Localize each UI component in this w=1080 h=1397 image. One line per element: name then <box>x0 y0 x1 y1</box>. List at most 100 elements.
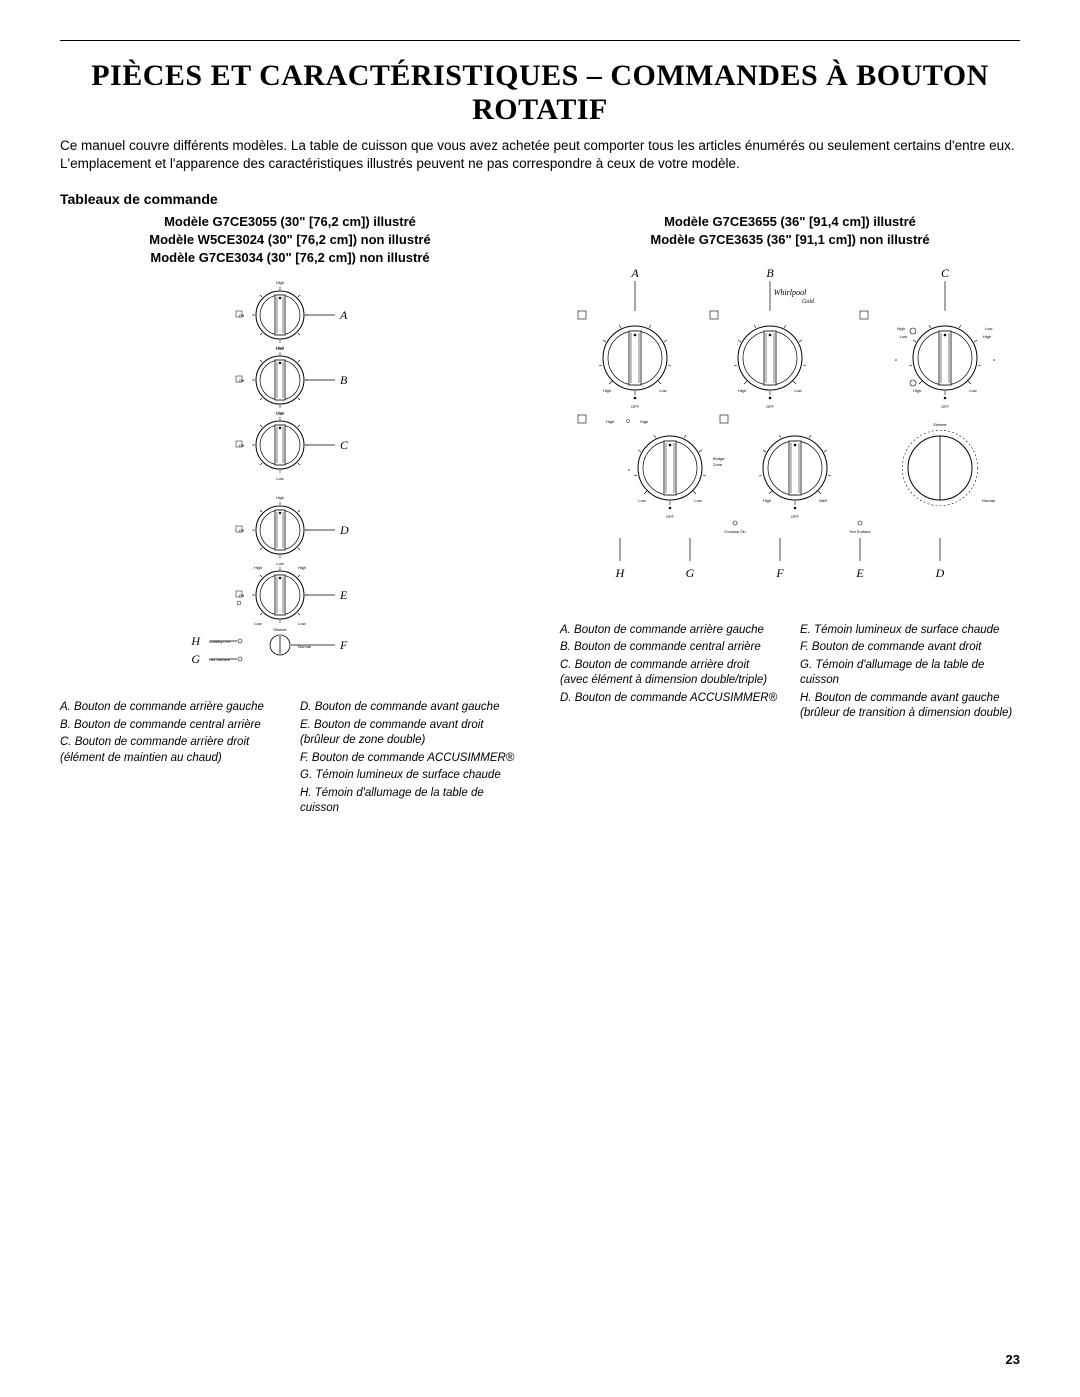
legend-subcol: A. Bouton de commande arrière gauche B. … <box>560 623 780 724</box>
svg-text:o: o <box>993 357 996 362</box>
svg-text:OFF: OFF <box>791 514 800 519</box>
svg-text:B: B <box>340 373 348 387</box>
model-line: Modèle G7CE3034 (30" [76,2 cm]) non illu… <box>60 249 520 267</box>
svg-text:Simmer: Simmer <box>273 627 287 632</box>
svg-text:A: A <box>630 266 639 280</box>
svg-text:High: High <box>897 326 905 331</box>
model-line: Modèle W5CE3024 (30" [76,2 cm]) non illu… <box>60 231 520 249</box>
left-legend: A. Bouton de commande arrière gauche B. … <box>60 700 520 819</box>
svg-text:B: B <box>766 266 774 280</box>
svg-text:Bridge: Bridge <box>713 456 725 461</box>
svg-text:High: High <box>276 280 284 285</box>
svg-text:Cooktop On: Cooktop On <box>724 529 745 534</box>
legend-item: F. Bouton de commande avant droit <box>800 640 1020 656</box>
svg-text:G: G <box>686 566 695 580</box>
svg-text:Melt: Melt <box>819 498 827 503</box>
right-legend: A. Bouton de commande arrière gauche B. … <box>560 623 1020 724</box>
svg-text:Normal: Normal <box>982 498 995 503</box>
svg-text:Low: Low <box>276 561 283 566</box>
svg-text:Hot Surface: Hot Surface <box>849 529 871 534</box>
legend-subcol: D. Bouton de commande avant gauche E. Bo… <box>300 700 520 819</box>
left-diagram-svg: High Off Med A High Off Low B <box>160 280 420 680</box>
svg-text:Zone: Zone <box>713 462 723 467</box>
legend-item: C. Bouton de commande arrière droit (élé… <box>60 735 280 766</box>
svg-text:Low: Low <box>794 388 801 393</box>
svg-text:High: High <box>738 388 746 393</box>
svg-text:High: High <box>276 345 284 350</box>
svg-text:C: C <box>941 266 950 280</box>
legend-item: D. Bouton de commande avant gauche <box>300 700 520 716</box>
svg-text:High: High <box>603 388 611 393</box>
svg-text:D: D <box>935 566 945 580</box>
svg-text:Low: Low <box>985 326 992 331</box>
legend-item: A. Bouton de commande arrière gauche <box>60 700 280 716</box>
left-diagram: High Off Med A High Off Low B <box>60 280 520 680</box>
svg-text:H: H <box>615 566 626 580</box>
legend-item: E. Bouton de commande avant droit (brûle… <box>300 718 520 749</box>
svg-text:Low: Low <box>276 476 283 481</box>
svg-text:OFF: OFF <box>766 404 775 409</box>
svg-text:E: E <box>339 588 348 602</box>
legend-item: G. Témoin d'allumage de la table de cuis… <box>800 658 1020 689</box>
svg-text:Whirlpool: Whirlpool <box>774 288 807 297</box>
model-line: Modèle G7CE3655 (36" [91,4 cm]) illustré <box>560 213 1020 231</box>
svg-text:Low: Low <box>659 388 666 393</box>
svg-text:Hot Surface: Hot Surface <box>209 657 231 662</box>
svg-text:Gold: Gold <box>802 299 815 305</box>
svg-text:H: H <box>190 634 201 648</box>
svg-text:High: High <box>763 498 771 503</box>
svg-text:OFF: OFF <box>666 514 675 519</box>
svg-text:OFF: OFF <box>941 404 950 409</box>
svg-text:E: E <box>855 566 864 580</box>
svg-text:A: A <box>339 308 348 322</box>
svg-text:High: High <box>276 410 284 415</box>
svg-text:High: High <box>606 419 614 424</box>
right-column: Modèle G7CE3655 (36" [91,4 cm]) illustré… <box>560 213 1020 818</box>
left-model-list: Modèle G7CE3055 (30" [76,2 cm]) illustré… <box>60 213 520 266</box>
svg-text:Low: Low <box>254 621 261 626</box>
svg-text:High: High <box>298 565 306 570</box>
left-column: Modèle G7CE3055 (30" [76,2 cm]) illustré… <box>60 213 520 818</box>
legend-item: C. Bouton de commande arrière droit (ave… <box>560 658 780 689</box>
svg-text:High: High <box>983 334 991 339</box>
svg-text:OFF: OFF <box>631 404 640 409</box>
legend-item: D. Bouton de commande ACCUSIMMER® <box>560 691 780 707</box>
svg-text:F: F <box>775 566 784 580</box>
legend-item: B. Bouton de commande central arrière <box>560 640 780 656</box>
svg-text:Simmer: Simmer <box>933 422 947 427</box>
legend-item: H. Témoin d'allumage de la table de cuis… <box>300 786 520 817</box>
svg-text:High: High <box>913 388 921 393</box>
top-rule <box>60 40 1020 41</box>
svg-text:o: o <box>895 357 898 362</box>
svg-text:Cooktop On: Cooktop On <box>209 639 230 644</box>
svg-text:D: D <box>339 523 349 537</box>
svg-text:High: High <box>640 419 648 424</box>
right-diagram-svg: A B C Whirlpool Gold High <box>560 263 1020 603</box>
model-line: Modèle G7CE3635 (36" [91,1 cm]) non illu… <box>560 231 1020 249</box>
svg-text:G: G <box>191 652 200 666</box>
svg-text:C: C <box>340 438 349 452</box>
legend-item: A. Bouton de commande arrière gauche <box>560 623 780 639</box>
svg-text:High: High <box>276 495 284 500</box>
svg-text:Low: Low <box>694 498 701 503</box>
section-heading: Tableaux de commande <box>60 191 1020 207</box>
legend-item: E. Témoin lumineux de surface chaude <box>800 623 1020 639</box>
legend-subcol: E. Témoin lumineux de surface chaude F. … <box>800 623 1020 724</box>
legend-item: G. Témoin lumineux de surface chaude <box>300 768 520 784</box>
intro-paragraph: Ce manuel couvre différents modèles. La … <box>60 137 1020 173</box>
svg-text:High: High <box>254 565 262 570</box>
legend-item: F. Bouton de commande ACCUSIMMER® <box>300 751 520 767</box>
model-line: Modèle G7CE3055 (30" [76,2 cm]) illustré <box>60 213 520 231</box>
svg-text:Low: Low <box>298 621 305 626</box>
columns-wrapper: Modèle G7CE3055 (30" [76,2 cm]) illustré… <box>60 213 1020 818</box>
legend-item: H. Bouton de commande avant gauche (brûl… <box>800 691 1020 722</box>
legend-subcol: A. Bouton de commande arrière gauche B. … <box>60 700 280 819</box>
right-model-list: Modèle G7CE3655 (36" [91,4 cm]) illustré… <box>560 213 1020 248</box>
page-title: PIÈCES ET CARACTÉRISTIQUES – COMMANDES À… <box>60 59 1020 127</box>
legend-item: B. Bouton de commande central arrière <box>60 718 280 734</box>
svg-text:o: o <box>628 467 631 472</box>
svg-text:F: F <box>339 638 348 652</box>
page-number: 23 <box>1006 1352 1020 1367</box>
svg-text:Low: Low <box>900 334 907 339</box>
svg-text:Low: Low <box>969 388 976 393</box>
